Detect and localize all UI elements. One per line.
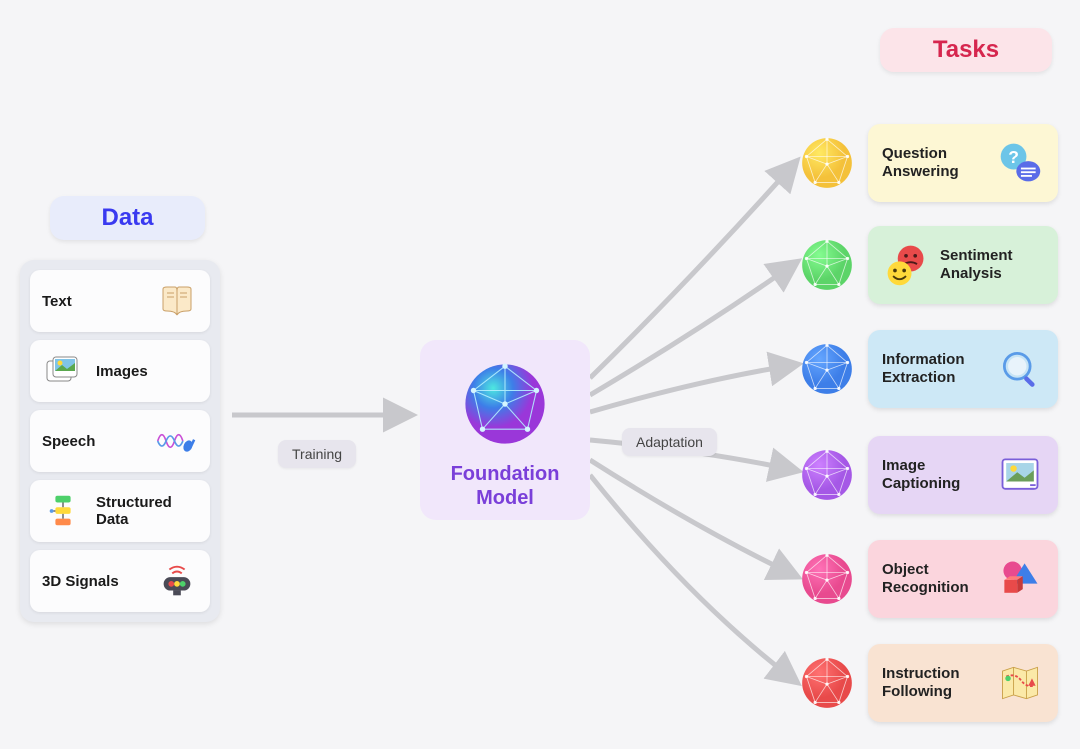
shapes-icon <box>996 555 1044 603</box>
task-sphere <box>800 448 854 502</box>
question-icon: ? <box>996 139 1044 187</box>
task-label: InstructionFollowing <box>882 665 960 701</box>
data-item-label: Speech <box>42 433 95 450</box>
task-card: InstructionFollowing <box>868 644 1058 722</box>
task-label: QuestionAnswering <box>882 145 959 181</box>
sensor-icon <box>156 560 198 602</box>
task-sphere <box>800 136 854 190</box>
task-label: InformationExtraction <box>882 351 965 387</box>
data-item-label: Structured Data <box>96 494 198 528</box>
data-item-3d: 3D Signals <box>30 550 210 612</box>
data-item-label: Text <box>42 293 72 310</box>
task-card: SentimentAnalysis <box>868 226 1058 304</box>
magnifier-icon <box>996 345 1044 393</box>
task-sphere <box>800 656 854 710</box>
foundation-model-label: Foundation Model <box>451 462 560 510</box>
data-item-structured: Structured Data <box>30 480 210 542</box>
training-label: Training <box>278 440 356 468</box>
photo-icon <box>996 451 1044 499</box>
task-card: InformationExtraction <box>868 330 1058 408</box>
data-item-images: Images <box>30 340 210 402</box>
data-item-label: Images <box>96 363 148 380</box>
data-item-label: 3D Signals <box>42 573 119 590</box>
task-label: ObjectRecognition <box>882 561 969 597</box>
task-label: SentimentAnalysis <box>940 247 1013 283</box>
data-item-speech: Speech <box>30 410 210 472</box>
flowchart-icon <box>42 490 84 532</box>
adaptation-label: Adaptation <box>622 428 717 456</box>
task-sphere <box>800 552 854 606</box>
data-item-text: Text <box>30 270 210 332</box>
picture-icon <box>42 350 84 392</box>
task-card: ImageCaptioning <box>868 436 1058 514</box>
foundation-sphere-icon <box>460 359 550 454</box>
task-card: QuestionAnswering? <box>868 124 1058 202</box>
task-sphere <box>800 342 854 396</box>
data-box: Text Images Speech Structured Data 3D Si… <box>20 260 220 622</box>
svg-text:?: ? <box>1008 147 1019 167</box>
data-header: Data <box>50 196 205 240</box>
waveform-icon <box>156 420 198 462</box>
task-card: ObjectRecognition <box>868 540 1058 618</box>
book-icon <box>156 280 198 322</box>
emoji-icon <box>882 241 930 289</box>
foundation-model-box: Foundation Model <box>420 340 590 520</box>
task-sphere <box>800 238 854 292</box>
tasks-header: Tasks <box>880 28 1052 72</box>
map-icon <box>996 659 1044 707</box>
task-label: ImageCaptioning <box>882 457 960 493</box>
